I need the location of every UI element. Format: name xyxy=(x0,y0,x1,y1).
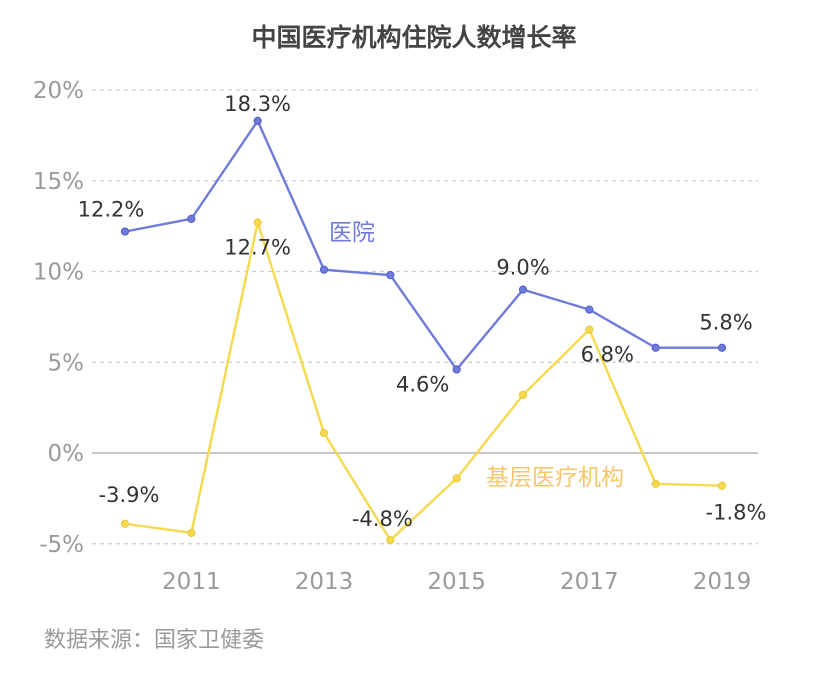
x-tick-label: 2017 xyxy=(560,569,619,595)
data-point xyxy=(452,365,461,374)
data-point xyxy=(518,285,528,294)
data-point xyxy=(253,218,262,227)
source-note: 数据来源：国家卫健委 xyxy=(44,628,265,653)
data-point xyxy=(651,343,660,352)
y-tick-label: 0% xyxy=(48,441,85,467)
data-point xyxy=(187,528,196,537)
data-point xyxy=(518,390,528,400)
series-label: 基层医疗机构 xyxy=(486,465,624,491)
x-tick-label: 2015 xyxy=(427,569,486,595)
data-point xyxy=(187,214,196,223)
x-tick-label: 2019 xyxy=(693,569,752,595)
y-tick-label: 15% xyxy=(33,169,84,195)
data-point xyxy=(585,305,594,314)
data-label: 9.0% xyxy=(496,256,549,280)
data-point xyxy=(253,116,262,125)
series xyxy=(120,116,727,545)
data-labels: 12.2% 18.3% 4.6% 9.0% 5.8% -3.9% 12.7% -4.8% 6.8… xyxy=(78,92,767,531)
data-point xyxy=(452,474,461,483)
data-label: -4.8% xyxy=(352,507,413,531)
y-tick-label: 10% xyxy=(33,260,84,286)
x-tick-label: 2013 xyxy=(295,569,354,595)
data-label: 5.8% xyxy=(699,311,752,335)
data-point xyxy=(386,536,395,545)
data-point xyxy=(386,271,395,280)
data-point xyxy=(717,481,727,490)
data-label: 18.3% xyxy=(224,92,291,116)
x-axis-ticks: 2011 2013 2015 2017 2019 xyxy=(162,569,751,595)
y-tick-label: 5% xyxy=(48,350,85,376)
data-point xyxy=(120,519,130,528)
chart-title: 中国医疗机构住院人数增长率 xyxy=(251,23,577,52)
data-label: 6.8% xyxy=(581,343,634,367)
series-line-0 xyxy=(124,119,722,371)
data-point xyxy=(319,265,329,274)
data-point xyxy=(120,227,130,236)
y-tick-label: -5% xyxy=(39,532,84,558)
gridlines xyxy=(92,89,758,545)
series-line-1 xyxy=(124,221,723,542)
data-label: 4.6% xyxy=(396,373,449,397)
data-label: -3.9% xyxy=(99,483,160,507)
data-point xyxy=(319,428,329,438)
data-point xyxy=(651,479,660,488)
y-axis-ticks: -5% 0% 5% 10% 15% 20% xyxy=(33,78,84,558)
data-label: 12.7% xyxy=(224,235,291,259)
data-point xyxy=(585,325,594,334)
data-point xyxy=(717,343,727,352)
x-tick-label: 2011 xyxy=(162,569,221,595)
y-tick-label: 20% xyxy=(33,78,84,104)
data-label: -1.8% xyxy=(706,501,767,525)
series-label: 医院 xyxy=(329,220,375,246)
data-label: 12.2% xyxy=(78,198,145,222)
